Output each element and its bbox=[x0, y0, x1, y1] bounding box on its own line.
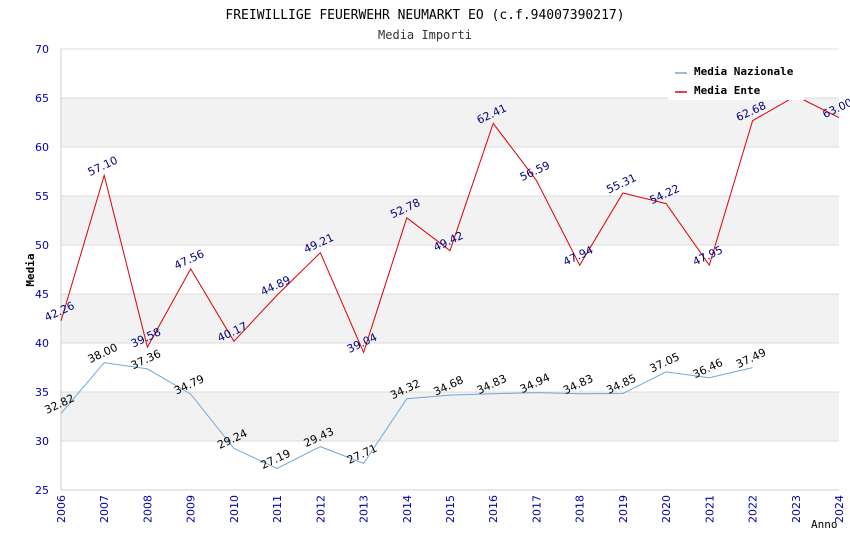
x-tick-labels: 2006 2007 2008 2009 2010 2011 2012 2013 2014 2015… bbox=[55, 495, 846, 523]
x-tick-label: 2016 bbox=[487, 495, 500, 523]
x-tick-label: 2009 bbox=[185, 495, 198, 523]
series-lines bbox=[60, 95, 840, 470]
series-line-0 bbox=[60, 362, 753, 470]
x-tick-label: 2012 bbox=[314, 495, 327, 523]
y-tick-label: 50 bbox=[35, 239, 49, 252]
y-tick-label: 35 bbox=[35, 386, 49, 399]
data-label: 47.95 bbox=[691, 243, 725, 268]
x-tick-label: 2020 bbox=[660, 495, 673, 523]
x-tick-label: 2019 bbox=[617, 495, 630, 523]
y-tick-label: 25 bbox=[35, 484, 49, 497]
x-tick-label: 2011 bbox=[271, 495, 284, 523]
grid-band bbox=[61, 196, 839, 245]
x-tick-label: 2014 bbox=[401, 495, 414, 523]
legend-label-nazionale: Media Nazionale bbox=[694, 65, 794, 78]
y-tick-label: 45 bbox=[35, 288, 49, 301]
x-tick-label: 2006 bbox=[55, 495, 68, 523]
y-tick-label: 60 bbox=[35, 141, 49, 154]
y-tick-label: 55 bbox=[35, 190, 49, 203]
grid-band bbox=[61, 392, 839, 441]
x-tick-label: 2007 bbox=[98, 495, 111, 523]
chart-title: FREIWILLIGE FEUERWEHR NEUMARKT EO (c.f.9… bbox=[225, 8, 624, 23]
x-tick-label: 2015 bbox=[444, 495, 457, 523]
data-label: 37.49 bbox=[734, 346, 768, 371]
y-tick-label: 70 bbox=[35, 43, 49, 56]
data-label: 47.94 bbox=[561, 243, 595, 268]
x-tick-label: 2010 bbox=[228, 495, 241, 523]
x-tick-label: 2024 bbox=[833, 495, 846, 523]
x-tick-label: 2021 bbox=[703, 495, 716, 523]
grid-band bbox=[61, 98, 839, 147]
x-tick-label: 2008 bbox=[141, 495, 154, 523]
legend: Media Nazionale Media Ente bbox=[668, 58, 804, 100]
y-tick-label: 30 bbox=[35, 435, 49, 448]
grid-bands bbox=[61, 98, 839, 441]
legend-label-ente: Media Ente bbox=[694, 84, 761, 97]
data-label: 47.56 bbox=[172, 247, 206, 272]
data-label: 55.31 bbox=[604, 171, 638, 196]
axes bbox=[60, 49, 839, 491]
chart-subtitle: Media Importi bbox=[378, 28, 472, 42]
data-label: 57.10 bbox=[86, 154, 120, 179]
grid-band bbox=[61, 294, 839, 343]
y-tick-label: 65 bbox=[35, 92, 49, 105]
x-tick-label: 2023 bbox=[790, 495, 803, 523]
y-axis-label: Media bbox=[24, 253, 37, 286]
x-tick-label: 2017 bbox=[530, 495, 543, 523]
data-label: 37.05 bbox=[648, 350, 682, 375]
x-tick-label: 2018 bbox=[574, 495, 587, 523]
x-axis-label: Anno bbox=[811, 518, 838, 531]
y-tick-labels: 25 30 35 40 45 50 55 60 65 70 bbox=[35, 43, 49, 497]
data-label: 38.00 bbox=[86, 341, 120, 366]
y-tick-label: 40 bbox=[35, 337, 49, 350]
series-line-1 bbox=[60, 95, 840, 354]
legend-box bbox=[668, 58, 804, 100]
x-tick-label: 2013 bbox=[358, 495, 371, 523]
x-tick-label: 2022 bbox=[747, 495, 760, 523]
